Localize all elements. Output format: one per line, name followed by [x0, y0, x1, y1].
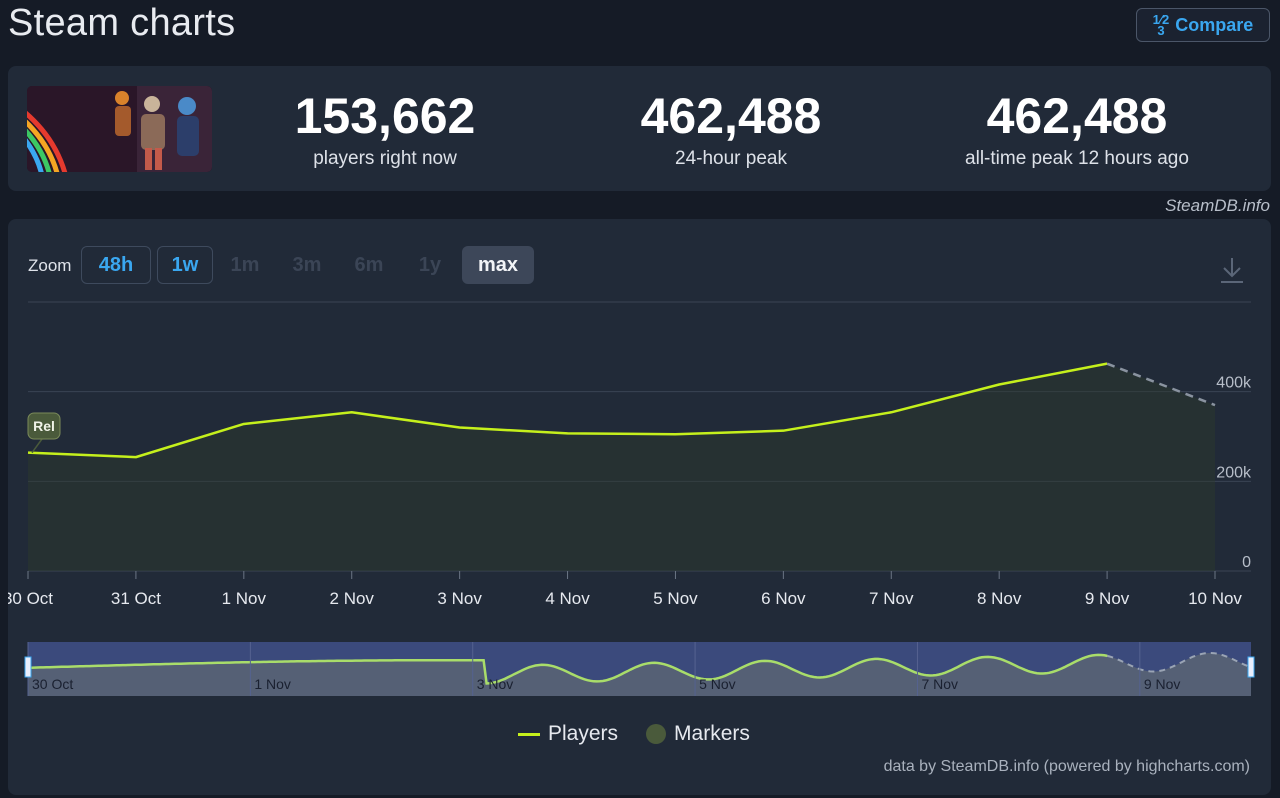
legend-markers-label: Markers [674, 722, 750, 745]
x-tick-label: 7 Nov [869, 589, 914, 608]
steamdb-credit[interactable]: SteamDB.info [1165, 196, 1270, 215]
player-count-chart[interactable]: 0 200k 400k 30 Oct 31 Oct 1 Nov 2 Nov 3 Nov 4 No… [8, 294, 1271, 694]
zoom-3m-button: 3m [292, 253, 322, 276]
chart-navigator[interactable]: 30 Oct 1 Nov 3 Nov 5 Nov 7 Nov 9 Nov [8, 639, 1271, 699]
x-tick-label: 30 Oct [8, 589, 53, 608]
download-icon[interactable] [1218, 255, 1246, 285]
x-tick-label: 10 Nov [1188, 589, 1242, 608]
navigator-label: 7 Nov [921, 676, 958, 692]
players-area [28, 363, 1215, 571]
x-tick-label: 6 Nov [761, 589, 806, 608]
x-tick-label: 4 Nov [545, 589, 590, 608]
day-peak-label: 24-hour peak [675, 148, 787, 169]
navigator-label: 5 Nov [699, 676, 736, 692]
footer-credit[interactable]: data by SteamDB.info (powered by highcha… [883, 758, 1250, 775]
navigator-area [28, 653, 1251, 696]
markers-legend-dot [646, 724, 667, 744]
navigator-line [27, 653, 1108, 685]
release-marker-label: Rel [33, 418, 55, 434]
players-projection-line [1106, 362, 1216, 407]
chart-legend: Players Markers [518, 722, 750, 746]
chart-panel: Zoom 48h 1w 1m 3m 6m 1y max 0 200k 400k 30 … [8, 219, 1271, 795]
game-artwork [27, 86, 212, 172]
y-tick-label: 0 [1242, 554, 1251, 571]
y-tick-label: 400k [1216, 375, 1252, 392]
legend-players[interactable]: Players [518, 722, 618, 746]
players-legend-line [518, 732, 540, 736]
x-tick-label: 31 Oct [111, 589, 161, 608]
game-header-image[interactable] [27, 86, 212, 172]
zoom-6m-button: 6m [354, 253, 384, 276]
compare-label: Compare [1175, 14, 1254, 35]
x-tick-label: 9 Nov [1085, 589, 1130, 608]
zoom-max-button[interactable]: max [462, 246, 534, 284]
stats-panel: 153,662 players right now 462,488 24-hou… [8, 66, 1271, 191]
x-tick-label: 5 Nov [653, 589, 698, 608]
zoom-48h-button[interactable]: 48h [81, 246, 151, 284]
x-tick-label: 8 Nov [977, 589, 1022, 608]
navigator-label: 1 Nov [254, 676, 291, 692]
current-players-stat: 153,662 players right now [235, 90, 535, 170]
navigator-label: 9 Nov [1144, 676, 1181, 692]
legend-markers[interactable]: Markers [646, 722, 750, 746]
fraction-icon: 1⁄2 3 [1152, 12, 1170, 38]
current-players-value: 153,662 [294, 88, 476, 144]
x-tick-label: 2 Nov [330, 589, 375, 608]
all-time-peak-stat: 462,488 all-time peak 12 hours ago [927, 90, 1227, 170]
x-tick-label: 1 Nov [222, 589, 267, 608]
all-time-peak-label: all-time peak 12 hours ago [965, 148, 1189, 169]
page-title: Steam charts [8, 2, 236, 44]
navigator-projection [1107, 652, 1252, 673]
players-series-line [27, 362, 1108, 459]
zoom-label: Zoom [28, 256, 72, 275]
current-players-label: players right now [313, 148, 457, 169]
y-tick-label: 200k [1216, 464, 1252, 481]
navigator-label: 30 Oct [32, 676, 73, 692]
release-marker-stem [31, 438, 43, 454]
x-tick-label: 3 Nov [437, 589, 482, 608]
all-time-peak-value: 462,488 [986, 88, 1168, 144]
navigator-label: 3 Nov [477, 676, 514, 692]
zoom-1m-button: 1m [230, 253, 260, 276]
day-peak-stat: 462,488 24-hour peak [581, 90, 881, 170]
navigator-left-handle [24, 656, 32, 678]
legend-players-label: Players [548, 722, 619, 745]
release-marker-flag [27, 412, 61, 440]
day-peak-value: 462,488 [640, 88, 822, 144]
navigator-right-handle [1247, 656, 1255, 678]
zoom-1y-button: 1y [418, 253, 442, 276]
zoom-1w-button[interactable]: 1w [157, 246, 213, 284]
compare-button[interactable]: 1⁄2 3 Compare [1136, 8, 1270, 42]
